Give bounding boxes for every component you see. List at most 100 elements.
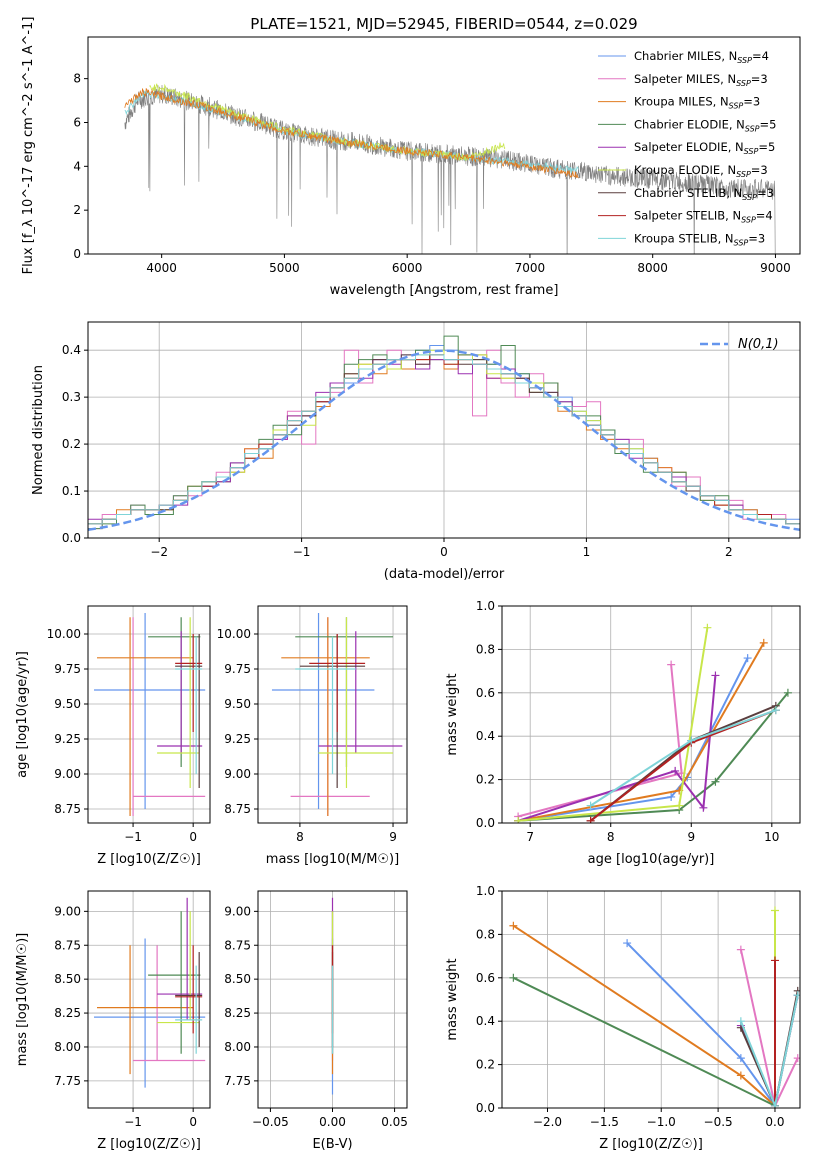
y-tick-label: 0 (73, 247, 81, 261)
mass-weight-marker (667, 660, 676, 669)
x-axis-label: Z [log10(Z/Z☉)] (599, 1137, 703, 1152)
plot-area-spectrum (124, 83, 776, 254)
x-tick-label: 10 (764, 830, 779, 844)
plot-area-mass-vs-z (94, 897, 206, 1088)
y-tick-label: 1.0 (476, 884, 495, 898)
plot-area-residual-histogram (88, 335, 800, 532)
y-tick-label: 0.3 (62, 390, 81, 404)
mass-weight-line (512, 924, 776, 1107)
x-tick-label: 9 (389, 830, 397, 844)
x-axis-label: (data-model)/error (384, 567, 505, 582)
y-tick-label: 8.25 (54, 1006, 81, 1020)
y-tick-label: 1.0 (476, 599, 495, 613)
error-bar-point (175, 636, 203, 774)
x-tick-label: −0.05 (252, 1115, 289, 1129)
mass-weight-marker (793, 1054, 800, 1063)
error-bar-point (148, 617, 201, 767)
legend-entry: Salpeter STELIB, NSSP=4 (634, 209, 773, 225)
y-tick-label: 0.0 (476, 816, 495, 830)
mass-weight-marker (586, 816, 595, 823)
legend-entry: Kroupa MILES, NSSP=3 (634, 95, 760, 111)
mass-weight-marker (509, 973, 518, 982)
legend-entry: Salpeter ELODIE, NSSP=5 (634, 140, 775, 156)
error-bar-point (97, 945, 194, 1075)
panel-mass-vs-z: −1 0 7.75 8.00 8.25 8.50 8.75 9.00 Z [log10(Z/Z☉… (15, 890, 211, 1152)
mass-weight-marker (586, 801, 595, 810)
panel-spectrum: 4000 5000 6000 7000 8000 9000 0 2 4 6 8 wavelength … (21, 17, 801, 298)
mass-weight-line (517, 675, 717, 822)
x-tick-label: 9 (687, 830, 695, 844)
y-tick-label: 2 (73, 203, 81, 217)
y-tick-label: 0.2 (476, 773, 495, 787)
mass-weight-line (626, 942, 776, 1107)
y-tick-label: 9.50 (54, 697, 81, 711)
plot-area-age-vs-z (94, 613, 206, 816)
x-tick-label: −1 (124, 1115, 142, 1129)
x-tick-label: 0 (189, 1115, 197, 1129)
mass-weight-line (739, 994, 799, 1108)
error-bar-point (175, 965, 203, 1054)
x-tick-label: 7000 (515, 261, 546, 275)
x-tick-label: −1 (293, 545, 311, 559)
error-bar-point (281, 617, 370, 816)
y-axis-label: mass [log10(M/M☉)] (15, 933, 30, 1066)
y-tick-label: 0.2 (476, 1058, 495, 1072)
mass-weight-marker (509, 921, 518, 930)
mass-weight-marker (736, 945, 745, 954)
y-tick-label: 9.50 (224, 697, 251, 711)
mass-weight-marker (699, 803, 708, 812)
y-tick-label: 0.2 (62, 437, 81, 451)
x-tick-label: −0.5 (704, 1115, 733, 1129)
y-tick-label: 0.8 (476, 927, 495, 941)
x-tick-label: 5000 (269, 261, 300, 275)
error-bar-point (148, 911, 201, 1054)
mass-weight-line (517, 657, 749, 822)
mass-weight-line (589, 704, 777, 822)
y-tick-label: 9.00 (224, 767, 251, 781)
y-tick-label: 0.0 (62, 531, 81, 545)
axes-frame (87, 890, 211, 1109)
x-tick-label: 6000 (392, 261, 423, 275)
y-tick-label: 9.00 (54, 904, 81, 918)
spectrum-model-line (124, 87, 579, 179)
axes-frame (87, 36, 801, 255)
mass-weight-marker (687, 736, 696, 745)
mass-weight-marker (783, 688, 792, 697)
axes-frame (501, 605, 801, 824)
mass-weight-marker (793, 991, 800, 1000)
error-bar-point (157, 911, 200, 1024)
axes-frame (257, 605, 408, 824)
error-bar-point (271, 613, 375, 809)
mass-weight-marker (759, 638, 768, 647)
x-tick-label: 0.05 (381, 1115, 408, 1129)
error-bar-point (97, 617, 194, 816)
histogram-step (88, 354, 800, 525)
mass-weight-marker (711, 671, 720, 680)
y-tick-label: 8.75 (224, 938, 251, 952)
y-tick-label: 8.25 (224, 1006, 251, 1020)
x-tick-label: 8 (607, 830, 615, 844)
error-bar-point (157, 617, 200, 788)
y-tick-label: 8.75 (54, 938, 81, 952)
y-tick-label: 7.75 (54, 1074, 81, 1088)
y-tick-label: 9.75 (54, 662, 81, 676)
x-tick-label: 0.00 (319, 1115, 346, 1129)
y-tick-label: 9.75 (224, 662, 251, 676)
error-bar-point (309, 634, 366, 732)
y-tick-label: 9.25 (224, 732, 251, 746)
panel-mass-vs-ebv: −0.05 0.00 0.05 7.75 8.00 8.25 8.50 8.75 9.00 E(B… (224, 890, 408, 1152)
error-bar-point (295, 636, 356, 774)
x-axis-label: mass [log10(M/M☉)] (266, 852, 399, 867)
x-tick-label: 8 (296, 830, 304, 844)
legend-entry: Kroupa ELODIE, NSSP=3 (634, 163, 768, 179)
legend-entry: Salpeter MILES, NSSP=3 (634, 72, 768, 88)
mass-weight-marker (671, 766, 680, 775)
y-tick-label: 9.25 (54, 732, 81, 746)
y-tick-label: 0.4 (62, 343, 81, 357)
y-tick-label: 0.6 (476, 971, 495, 985)
mass-weight-marker (736, 1071, 745, 1080)
panel-mass-weight-vs-z: −2.0 −1.5 −1.0 −0.5 0.0 0.0 0.2 0.4 0.6 0.8 1.0 Z [… (445, 884, 801, 1152)
y-tick-label: 9.00 (54, 767, 81, 781)
error-bar-point (295, 617, 394, 767)
y-tick-label: 0.4 (476, 1014, 495, 1028)
